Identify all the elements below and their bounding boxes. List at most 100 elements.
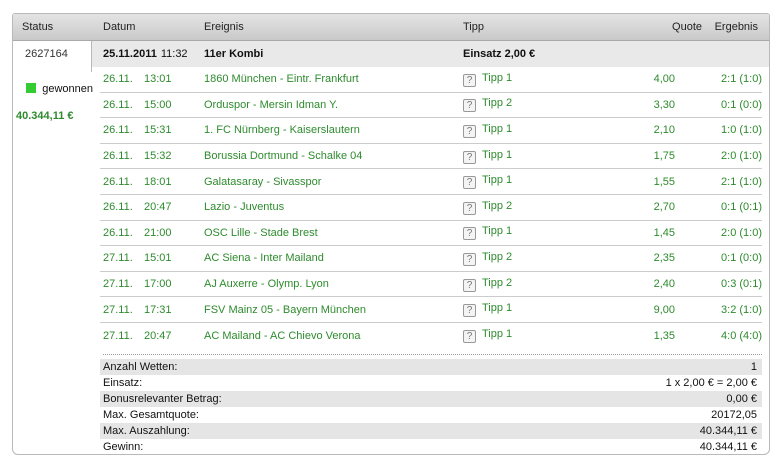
leg-date: 27.11. [103, 303, 133, 316]
leg-time: 21:00 [144, 226, 172, 239]
leg-row: 26.11. 18:01 Galatasaray - Sivasspor ? Tip… [100, 169, 762, 195]
help-icon[interactable]: ? [463, 150, 476, 164]
help-icon[interactable]: ? [463, 124, 476, 138]
leg-time: 17:00 [144, 278, 172, 291]
help-icon[interactable]: ? [463, 330, 476, 344]
leg-quote: 1,75 [653, 150, 675, 163]
summary-divider [103, 353, 762, 355]
summary-row: Einsatz: 1 x 2,00 € = 2,00 € [100, 375, 762, 391]
summary-value: 40.344,11 € [699, 440, 757, 453]
leg-tip-label: Tipp 1 [482, 122, 513, 135]
leg-tip: ? Tipp 1 [463, 225, 619, 241]
summary-value: 0,00 € [726, 392, 757, 405]
leg-result: 0:3 (0:1) [721, 278, 762, 291]
leg-tip-label: Tipp 1 [482, 71, 513, 84]
leg-result: 1:0 (1:0) [721, 124, 762, 137]
leg-tip: ? Tipp 2 [463, 97, 619, 113]
leg-result: 2:0 (1:0) [721, 226, 762, 239]
leg-event: AJ Auxerre - Olymp. Lyon [204, 278, 329, 291]
leg-date: 26.11. [103, 124, 133, 137]
leg-time: 20:47 [144, 201, 172, 214]
leg-row: 26.11. 15:31 1. FC Nürnberg - Kaiserslaut… [100, 118, 762, 144]
bet-slip-widget: Status Datum Ereignis Tipp Quote Ergebni… [12, 13, 770, 455]
column-header-quote: Quote [672, 21, 702, 33]
bet-time: 11:32 [160, 48, 188, 60]
leg-tip: ? Tipp 1 [463, 72, 619, 87]
leg-result: 2:1 (1:0) [721, 175, 762, 188]
summary-value: 40.344,11 € [699, 424, 757, 437]
leg-datetime: 26.11. 15:00 [103, 99, 204, 111]
leg-event: Lazio - Juventus [204, 201, 285, 214]
leg-time: 15:01 [144, 252, 172, 265]
leg-datetime: 26.11. 13:01 [103, 73, 204, 85]
bet-detail-area: gewonnen 40.344,11 € 26.11. 13:01 1860 Mü… [13, 67, 769, 454]
leg-date: 26.11. [103, 73, 133, 86]
winnings-amount: 40.344,11 € [16, 110, 74, 122]
leg-quote: 2,10 [653, 124, 675, 137]
leg-datetime: 26.11. 15:32 [103, 150, 204, 162]
summary-label: Anzahl Wetten: [103, 360, 178, 373]
bet-datetime: 25.11.2011 11:32 [103, 48, 204, 60]
leg-row: 27.11. 17:31 FSV Mainz 05 - Bayern Münche… [100, 297, 762, 323]
leg-quote: 1,35 [653, 329, 675, 342]
help-icon[interactable]: ? [463, 176, 476, 190]
leg-quote: 2,70 [653, 201, 675, 214]
leg-row: 26.11. 13:01 1860 München - Eintr. Frankf… [100, 67, 762, 93]
summary-label: Max. Gesamtquote: [103, 408, 199, 421]
help-icon[interactable]: ? [463, 227, 476, 241]
leg-event: FSV Mainz 05 - Bayern München [204, 303, 367, 316]
status-label: gewonnen [42, 83, 93, 95]
status-line: gewonnen [13, 83, 100, 95]
summary-list: Anzahl Wetten: 1 Einsatz: 1 x 2,00 € = 2… [100, 358, 769, 454]
leg-tip: ? Tipp 2 [463, 200, 619, 215]
leg-tip-label: Tipp 2 [482, 250, 513, 263]
help-icon[interactable]: ? [463, 201, 476, 215]
leg-result: 0:1 (0:0) [721, 252, 762, 265]
summary-value: 1 [750, 360, 757, 373]
leg-quote: 9,00 [653, 303, 675, 316]
column-header-ergebnis: Ergebnis [714, 21, 758, 33]
leg-time: 13:01 [144, 73, 172, 86]
leg-event: OSC Lille - Stade Brest [204, 226, 318, 239]
summary-label: Einsatz: [103, 376, 143, 389]
leg-result: 2:1 (1:0) [721, 73, 762, 86]
leg-datetime: 26.11. 21:00 [103, 227, 204, 239]
bet-stake-label: Einsatz [463, 48, 502, 60]
legs-list: 26.11. 13:01 1860 München - Eintr. Frankf… [100, 67, 769, 349]
leg-tip-label: Tipp 2 [482, 276, 513, 289]
leg-event: AC Mailand - AC Chievo Verona [204, 329, 361, 342]
leg-datetime: 27.11. 20:47 [103, 330, 204, 342]
won-indicator-icon [26, 83, 37, 93]
leg-date: 27.11. [103, 278, 133, 291]
leg-tip-label: Tipp 1 [482, 302, 513, 315]
leg-time: 15:32 [144, 150, 172, 163]
leg-row: 26.11. 21:00 OSC Lille - Stade Brest ? Tip… [100, 221, 762, 247]
leg-event: 1. FC Nürnberg - Kaiserslautern [204, 124, 360, 137]
leg-time: 15:31 [144, 124, 172, 137]
column-header-ereignis: Ereignis [204, 21, 244, 33]
summary-label: Max. Auszahlung: [103, 424, 190, 437]
leg-date: 26.11. [103, 201, 133, 214]
leg-datetime: 26.11. 18:01 [103, 176, 204, 188]
bet-title: 11er Kombi [204, 48, 264, 60]
leg-datetime: 26.11. 20:47 [103, 201, 204, 213]
leg-datetime: 27.11. 17:31 [103, 304, 204, 316]
leg-tip-label: Tipp 1 [482, 174, 513, 187]
summary-value: 1 x 2,00 € = 2,00 € [665, 376, 757, 389]
leg-date: 26.11. [103, 226, 133, 239]
leg-row: 26.11. 20:47 Lazio - Juventus ? Tipp 2 2,7… [100, 195, 762, 221]
leg-result: 2:0 (1:0) [721, 150, 762, 163]
leg-row: 27.11. 20:47 AC Mailand - AC Chievo Veron… [100, 323, 762, 349]
help-icon[interactable]: ? [463, 278, 476, 292]
help-icon[interactable]: ? [463, 99, 476, 113]
column-header-tipp: Tipp [463, 21, 484, 33]
bet-id-tab[interactable]: 2627164 [13, 41, 92, 72]
leg-date: 26.11. [103, 150, 133, 163]
summary-row: Bonusrelevanter Betrag: 0,00 € [100, 390, 762, 407]
summary-row: Max. Gesamtquote: 20172,05 [100, 407, 762, 423]
help-icon[interactable]: ? [463, 73, 476, 87]
help-icon[interactable]: ? [463, 304, 476, 318]
leg-event: Orduspor - Mersin Idman Y. [204, 98, 339, 111]
leg-tip: ? Tipp 1 [463, 174, 619, 190]
help-icon[interactable]: ? [463, 252, 476, 266]
